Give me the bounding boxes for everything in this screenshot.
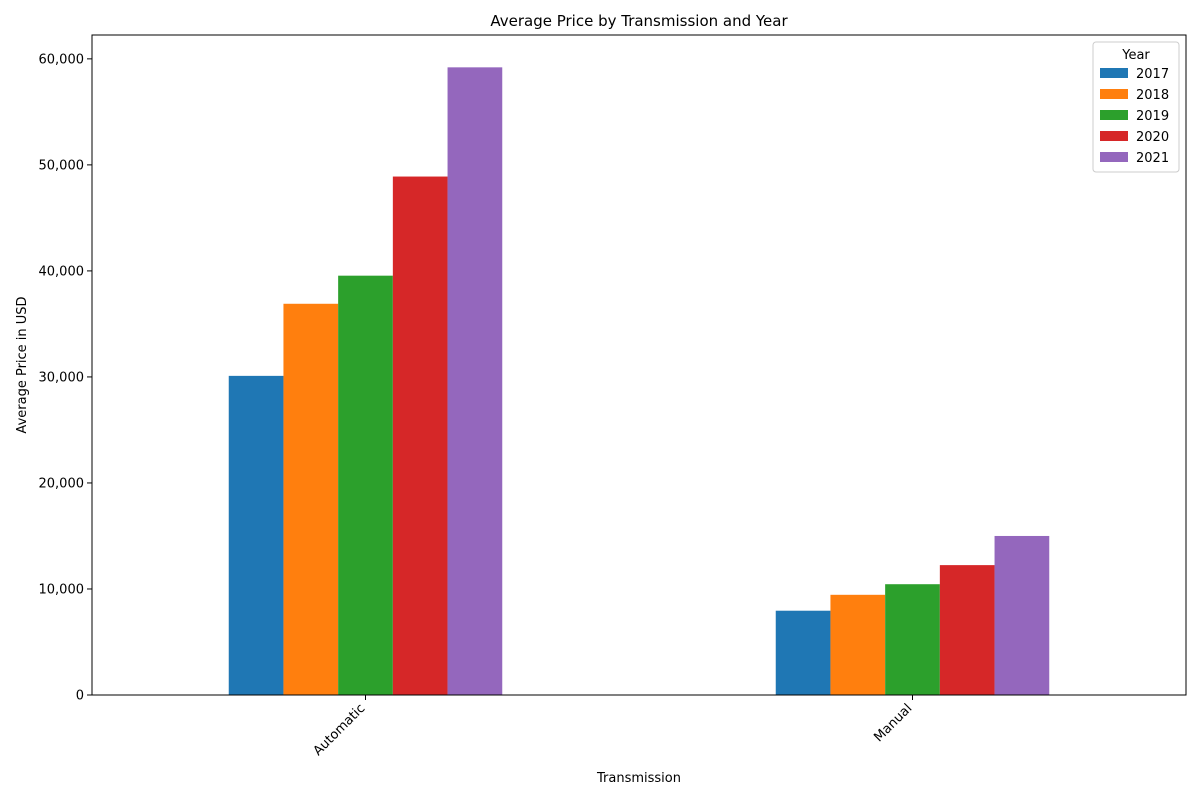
bar-manual-2017 (775, 610, 831, 695)
bar-automatic-2017 (228, 375, 284, 695)
bar-automatic-2018 (283, 303, 339, 695)
legend-title: Year (1121, 48, 1150, 63)
plot-frame (91, 34, 1187, 696)
x-tick-label: Manual (871, 701, 915, 745)
x-tick-label: Automatic (311, 701, 369, 759)
bar-automatic-2020 (392, 176, 448, 695)
y-tick-label: 60,000 (39, 52, 85, 67)
bar-automatic-2019 (338, 275, 393, 695)
y-tick-label: 10,000 (39, 582, 85, 597)
legend-label: 2021 (1136, 151, 1169, 166)
legend-label: 2018 (1136, 88, 1169, 103)
legend-items: 2017 2018 2019 2020 2021 (1100, 67, 1169, 166)
y-axis-title: Average Price in USD (15, 296, 30, 433)
legend-swatch (1100, 68, 1128, 78)
y-tick-label: 40,000 (39, 264, 85, 279)
bar-manual-2020 (939, 565, 995, 695)
bar-manual-2019 (885, 584, 940, 695)
legend-swatch (1100, 110, 1128, 120)
x-axis: Automatic Manual (311, 695, 915, 759)
legend-label: 2019 (1136, 109, 1169, 124)
y-tick-label: 30,000 (39, 370, 85, 385)
y-tick-label: 20,000 (39, 476, 85, 491)
bar-manual-2021 (994, 535, 1050, 695)
y-tick-label: 0 (76, 689, 84, 704)
legend: Year 2017 2018 2019 2020 2021 (1092, 41, 1180, 173)
y-axis: 0 10,000 20,000 30,000 40,000 50,000 60,000 (39, 52, 92, 704)
bars-group (228, 67, 1050, 696)
bar-manual-2018 (830, 594, 886, 695)
y-tick-label: 50,000 (39, 158, 85, 173)
legend-label: 2020 (1136, 130, 1169, 145)
chart-title: Average Price by Transmission and Year (490, 12, 788, 30)
legend-swatch (1100, 131, 1128, 141)
legend-label: 2017 (1136, 67, 1169, 82)
legend-swatch (1100, 152, 1128, 162)
legend-swatch (1100, 89, 1128, 99)
bar-automatic-2021 (447, 67, 503, 696)
x-axis-title: Transmission (596, 771, 681, 786)
